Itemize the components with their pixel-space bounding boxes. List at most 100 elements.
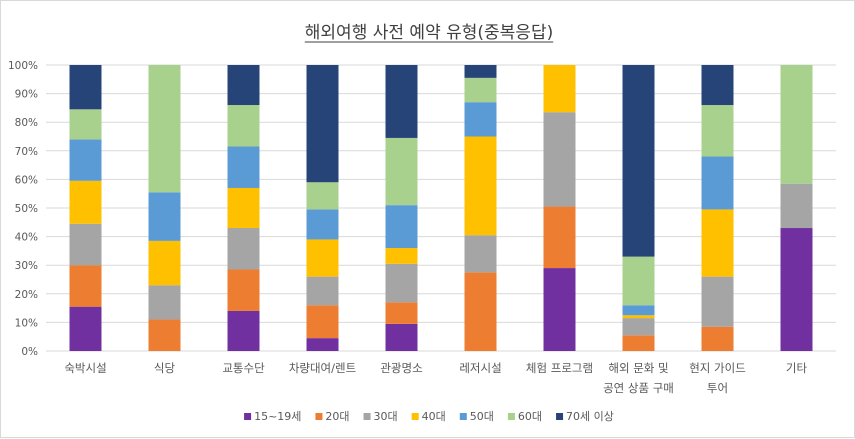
bar-segment [464,77,497,103]
legend: 15~19세 20대 30대 40대 50대 60대 70세 이상 [244,410,614,423]
bar-segment [464,136,497,236]
chart-title: 해외여행 사전 예약 유형(중복응답) [305,23,553,43]
legend-label: 40대 [422,410,446,423]
y-tick-label: 60% [15,174,38,186]
x-category-label: 체험 프로그램 [526,361,593,375]
x-category-label: 투어 [707,381,728,395]
legend-item: 30대 [363,410,398,423]
bars [69,65,813,351]
bar-segment [148,319,181,351]
bar-segment [69,139,102,181]
bar-segment [148,285,181,320]
bar-segment [780,65,813,184]
legend-item: 70세 이상 [556,410,614,423]
bar-segment [306,182,339,210]
legend-swatch [507,413,515,420]
bar-segment [227,65,260,106]
bar-segment [148,192,181,241]
bar-segment [306,239,339,277]
y-tick-label: 10% [15,317,38,329]
legend-label: 30대 [374,410,398,423]
x-category-label: 기타 [786,361,808,375]
bar-segment [227,146,260,188]
legend-label: 60대 [518,410,542,423]
bar-segment [464,65,497,78]
legend-swatch [244,413,252,420]
legend-item: 50대 [459,410,494,423]
legend-item: 60대 [507,410,542,423]
bar-segment [306,338,339,351]
x-category-label: 식당 [154,361,176,375]
x-category-label: 차량대여/렌트 [289,361,356,375]
bar-segment [148,65,181,193]
x-axis-category-labels: 숙박시설 식당 교통수단 차량대여/렌트 관광명소 레저시설 체험 프로그램 해외 문화 및공… [64,361,807,395]
bar-segment [227,105,260,147]
y-tick-label: 70% [15,146,38,158]
y-tick-label: 0% [21,346,38,358]
bar-segment [227,228,260,270]
x-category-label: 교통수단 [222,361,265,375]
bar-segment [543,65,576,113]
bar-segment [622,335,655,351]
bar-segment [385,323,418,351]
bar-segment [69,306,102,351]
bar-segment [622,318,655,336]
y-tick-label: 100% [8,60,38,72]
bar-segment [701,105,734,157]
bar-segment [622,256,655,306]
y-tick-label: 40% [15,232,38,244]
bar-segment [543,268,576,351]
legend-label: 20대 [325,410,349,423]
bar-segment [385,263,418,303]
legend-swatch [411,413,419,420]
bar-segment [780,183,813,229]
bar-segment [701,156,734,210]
bar-segment [385,137,418,206]
bar-segment [69,265,102,307]
x-category-label: 공연 상품 구매 [603,381,674,395]
bar-segment [227,310,260,351]
bar-segment [69,65,102,110]
legend-swatch [363,413,371,420]
bar-segment [385,302,418,324]
legend-label: 15~19세 [254,410,301,423]
bar-segment [464,272,497,351]
bar-segment [701,65,734,106]
legend-label: 70세 이상 [566,410,614,423]
bar-segment [385,65,418,138]
legend-item: 40대 [411,410,446,423]
bar-segment [69,223,102,266]
bar-segment [701,209,734,277]
bar-segment [148,240,181,286]
bar-segment [385,205,418,249]
bar-segment [464,235,497,273]
x-category-label: 숙박시설 [64,361,106,375]
bar-segment [701,326,734,351]
bar-segment [227,269,260,311]
y-tick-label: 90% [15,89,38,101]
x-category-label: 현지 가이드 [689,361,746,375]
legend-item: 20대 [315,410,350,423]
bar-segment [69,109,102,140]
legend-label: 50대 [470,410,494,423]
bar-segment [780,228,813,351]
legend-swatch [315,413,323,420]
x-category-label: 관광명소 [380,361,422,375]
legend-swatch [556,413,564,420]
bar-segment [306,65,339,183]
bar-segment [464,102,497,137]
bar-segment [543,206,576,269]
y-axis-tick-labels: 0% 10% 20% 30% 40% 50% 60% 70% 80% 90% 100% [8,60,38,358]
bar-segment [306,305,339,339]
bar-segment [306,209,339,240]
bar-segment [227,187,260,229]
bar-segment [385,248,418,264]
bar-segment [622,65,655,257]
legend-swatch [459,413,467,420]
bar-segment [622,315,655,319]
bar-segment [69,180,102,224]
bar-segment [306,276,339,306]
bar-segment [622,305,655,316]
